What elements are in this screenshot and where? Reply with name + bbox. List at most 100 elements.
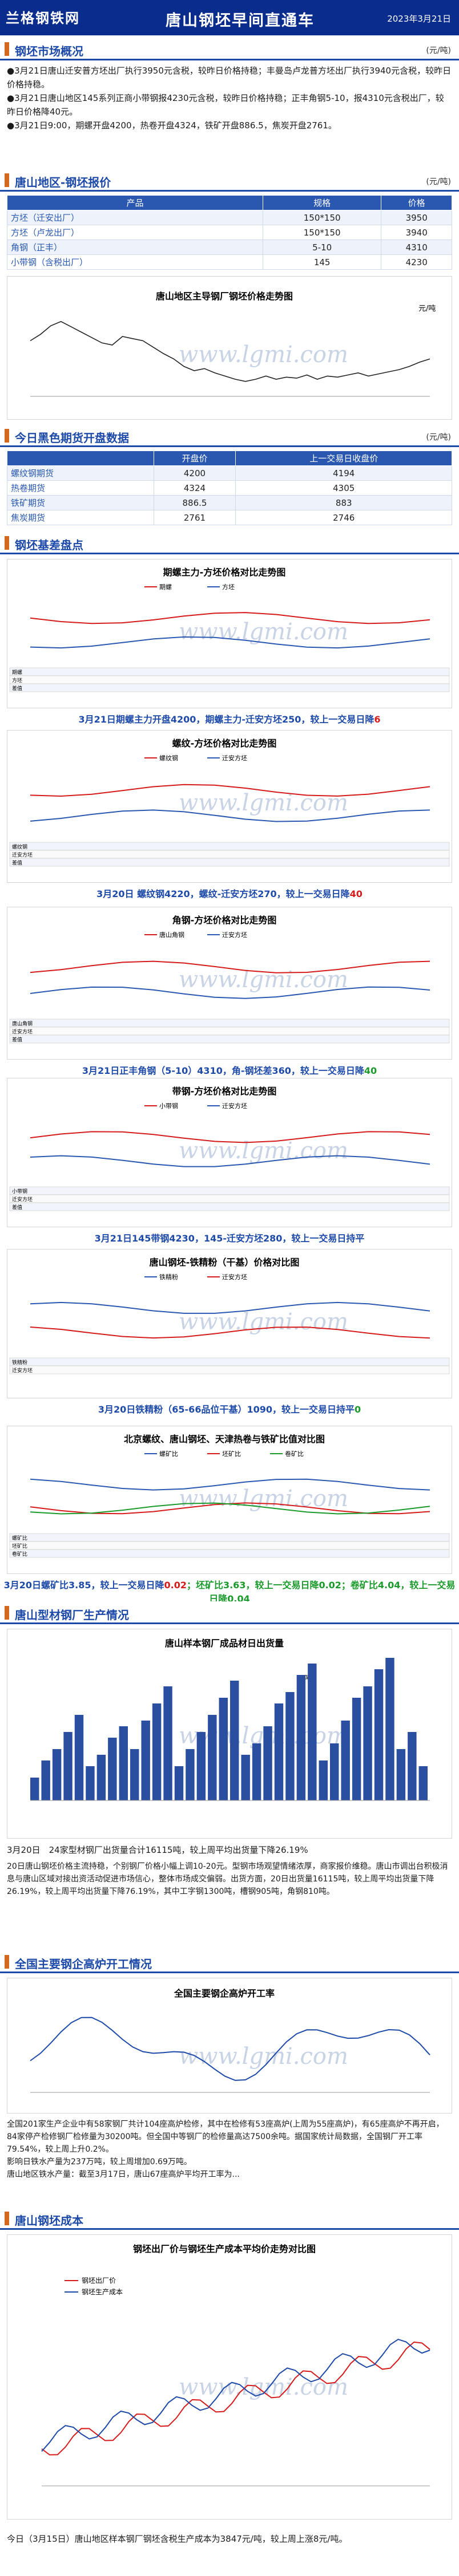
watermark: www.lgmi.com: [179, 790, 348, 816]
output-bar: [341, 1721, 350, 1800]
section-title: 全国主要钢企高炉开工情况: [15, 1957, 152, 1971]
column-header: 价格: [381, 195, 452, 210]
chart-title: 螺纹-方坯价格对比走势图: [172, 738, 277, 749]
legend-entry: 期螺: [159, 583, 172, 591]
column-header: [7, 451, 154, 466]
data-table-row-label: 差值: [12, 859, 22, 866]
legend-entry: 迁安方坯: [222, 1273, 247, 1281]
watermark: www.lgmi.com: [179, 342, 348, 368]
section-title: 唐山地区-钢坯报价: [15, 176, 111, 189]
caption-text: 3月21日145带钢4230，145-迁安方坯280，较上一交易日持平: [94, 1233, 365, 1244]
basis-chart: 期螺主力-方坯价格对比走势图 www.lgmi.com 期螺 方坯 期螺 方坯 差值: [7, 559, 452, 708]
data-table-row: [9, 1541, 450, 1550]
caption-text: 3月20日铁精粉（65-66品位干基）1090，较上一交易日持平: [98, 1404, 355, 1415]
output-bar-svg: 唐山样本钢厂成品材日出货量 吨 www.lgmi.com: [30, 1638, 430, 1801]
cost-series-line: [41, 2339, 430, 2452]
data-table-row: [9, 1549, 450, 1558]
chart-title: 钢坯出厂价与钢坯生产成本平均价走势对比图: [133, 2244, 316, 2254]
cost-series-line: [41, 2341, 430, 2456]
basis-chart: 角钢-方坯价格对比走势图 www.lgmi.com 唐山角钢 迁安方坯 唐山角钢 迁安方坯…: [7, 907, 452, 1060]
series-line: [30, 960, 430, 973]
section-marker-icon: [5, 1606, 9, 1620]
product-spec: 150*150: [262, 225, 382, 240]
data-table-row-label: 差值: [12, 1036, 22, 1043]
product-name: 角钢（正丰）: [7, 240, 263, 255]
output-bar: [119, 1726, 128, 1800]
section-marker-icon: [5, 42, 9, 56]
table-row: 角钢（正丰） 5-10 4310: [7, 240, 452, 255]
section-furnace: 全国主要钢企高炉开工情况: [0, 1950, 459, 1973]
column-header: 产品: [7, 195, 263, 210]
legend-entry: 螺纹钢: [159, 754, 178, 762]
legend-entry: 方坯: [222, 583, 235, 591]
section-cost: 唐山钢坯成本: [0, 2207, 459, 2230]
series-line: [30, 784, 430, 797]
product-price: 4310: [381, 240, 452, 255]
billet-price-chart: 唐山地区主导钢厂钢坯价格走势图 元/吨 www.lgmi.com: [7, 276, 452, 420]
legend-entry: 螺矿比: [159, 1450, 178, 1458]
furnace-text-line: 唐山地区铁水产量：截至3月17日，唐山67座高炉平均开工率为...: [7, 2170, 240, 2179]
series-line: [30, 1326, 430, 1339]
furnace-chart: 全国主要钢企高炉开工率 www.lgmi.com: [7, 1978, 452, 2113]
series-line: [30, 1502, 430, 1515]
futures-name: 焦炭期货: [7, 510, 154, 525]
product-name: 小带钢（含税出厂）: [7, 254, 263, 270]
basis-caption: 3月20日 螺纹钢4220，螺纹-迁安方坯270，较上一交易日降40: [0, 886, 459, 900]
data-table-row-label: 铁精粉: [12, 1359, 27, 1366]
furnace-line-svg: 全国主要钢企高炉开工率 www.lgmi.com: [30, 1988, 430, 2093]
futures-name: 螺纹钢期货: [7, 465, 154, 481]
output-bar: [408, 1732, 417, 1800]
series-line: [30, 986, 430, 999]
output-bar: [352, 1698, 361, 1800]
column-header: 规格: [262, 195, 382, 210]
output-note: 20日唐山钢坯价格主流持稳，个别钢厂价格小幅上调10-20元。型钢市场观望情绪浓…: [7, 1862, 448, 1896]
product-spec: 5-10: [262, 240, 382, 255]
basis-chart: 唐山钢坯-铁精粉（干基）价格对比图 www.lgmi.com 铁精粉 迁安方坯 铁精粉迁…: [7, 1249, 452, 1398]
output-bar: [418, 1766, 428, 1800]
series-line: [30, 809, 430, 822]
data-table-row-label: 差值: [12, 685, 22, 692]
site-logo: 兰格钢铁网: [6, 10, 80, 26]
caption-delta: 40: [364, 1065, 377, 1076]
data-table-row: [9, 1194, 450, 1203]
product-spec: 150*150: [262, 210, 382, 225]
basis-caption: 3月20日铁精粉（65-66品位干基）1090，较上一交易日持平0: [0, 1402, 459, 1415]
legend-entry: 迁安方坯: [222, 754, 247, 762]
data-table-row: [9, 842, 450, 851]
cost-text: 今日（3月15日）唐山地区样本钢厂钢坯含税生产成本为3847元/吨，较上周上涨8…: [7, 2534, 348, 2544]
output-bar: [41, 1760, 50, 1800]
legend-entry: 铁精粉: [159, 1273, 178, 1281]
section-market-overview: 钢坯市场概况 (元/吨): [0, 38, 459, 60]
data-table-row: [9, 1035, 450, 1044]
page-title: 唐山钢坯早间直通车: [166, 12, 315, 30]
header-banner: 兰格钢铁网 唐山钢坯早间直通车 2023年3月21日: [0, 0, 459, 35]
output-bar: [296, 1675, 306, 1800]
chart-title: 带钢-方坯价格对比走势图: [172, 1086, 277, 1097]
watermark: www.lgmi.com: [179, 2374, 348, 2400]
output-bar: [319, 1760, 328, 1800]
series-line: [30, 636, 430, 649]
data-table-row-label: 差值: [12, 1204, 22, 1211]
futures-name: 热卷期货: [7, 480, 154, 496]
data-table-row-label: 迁安方坯: [12, 1196, 33, 1203]
basis-caption: 3月21日正丰角钢（5-10）4310，角-钢坯差360，较上一交易日降40: [0, 1063, 459, 1077]
section-unit: (元/吨): [426, 433, 451, 442]
market-summary-line: ●3月21日9:00，期螺开盘4200，热卷开盘4324，铁矿开盘886.5，焦…: [7, 120, 337, 131]
data-table-row: [9, 1027, 450, 1036]
legend-entry: 卷矿比: [285, 1450, 304, 1458]
output-bar: [230, 1681, 239, 1800]
output-bar: [196, 1732, 206, 1800]
table-row: 小带钢（含税出厂） 145 4230: [7, 254, 452, 270]
output-text: 3月20日 24家型材钢厂出货量合计16115吨，较上周平均出货量下降26.19…: [7, 1845, 308, 1855]
futures-name: 铁矿期货: [7, 495, 154, 510]
section-marker-icon: [5, 429, 9, 443]
product-name: 方坯（迁安出厂）: [7, 210, 263, 225]
product-spec: 145: [262, 254, 382, 270]
data-table-row-label: 迁安方坯: [12, 1367, 33, 1374]
basis-caption: 3月20日螺矿比3.85，较上一交易日降0.02；坯矿比3.63，较上一交易日降…: [0, 1577, 459, 1605]
section-title: 钢坯基差盘点: [15, 538, 83, 552]
caption-delta: 0: [354, 1404, 361, 1415]
